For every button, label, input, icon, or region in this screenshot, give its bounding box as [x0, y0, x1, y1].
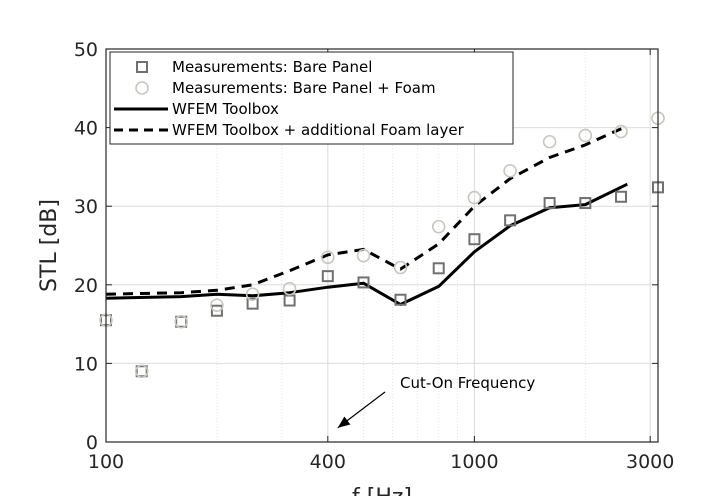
bare-panel-marker: [615, 190, 628, 203]
bare-panel-marker: [246, 297, 259, 310]
bare-panel-marker: [579, 197, 592, 210]
bare-panel-foam-marker: [245, 287, 260, 302]
bare-panel-marker: [321, 270, 334, 283]
bare-panel-foam-marker: [210, 298, 224, 313]
y-axis-label: STL [dB]: [37, 199, 62, 292]
bare-panel-foam-marker: [356, 248, 371, 263]
tick-layer: 100 400 1000 3000 0 10 20 30 40 50: [74, 39, 675, 473]
x-tick-label: 400: [310, 451, 346, 473]
bare-panel-marker: [543, 197, 556, 210]
annotation-layer: Cut-On Frequency: [337, 374, 535, 429]
cut-on-frequency-arrowhead: [337, 416, 351, 428]
bare-panel-foam-marker: [578, 128, 593, 143]
bare-panel-foam-marker: [503, 164, 517, 178]
legend-label: WFEM Toolbox: [172, 100, 279, 118]
legend-entry-bare-panel: Measurements: Bare Panel: [136, 58, 372, 76]
x-axis-label: f [Hz]: [352, 485, 412, 496]
legend-box: [109, 51, 514, 145]
wfem-line: [105, 182, 628, 306]
bare-panel-foam-marker: [134, 364, 149, 379]
y-tick-label: 0: [86, 432, 98, 454]
legend-square-marker: [136, 61, 148, 73]
bare-panel-marker: [135, 365, 148, 378]
legend-entry-wfem-foam: WFEM Toolbox + additional Foam layer: [114, 121, 465, 139]
bare-panel-foam-marker: [431, 219, 446, 234]
bare-panel-marker: [210, 304, 223, 317]
bare-panel-foam-marker: [174, 314, 189, 329]
y-tick-label: 40: [74, 118, 98, 140]
x-tick-label: 1000: [450, 451, 498, 473]
legend-entry-bare-panel-foam: Measurements: Bare Panel + Foam: [135, 79, 436, 97]
legend-circle-marker: [135, 81, 149, 95]
y-tick-label: 10: [74, 353, 98, 375]
y-tick-label: 30: [74, 196, 98, 218]
bare-panel-foam-marker: [542, 134, 557, 149]
x-tick-label: 100: [88, 451, 124, 473]
legend: Measurements: Bare Panel Measurements: B…: [109, 51, 514, 145]
y-tick-label: 20: [74, 275, 98, 297]
bare-panel-foam-marker: [393, 260, 408, 275]
bare-panel-marker: [394, 293, 407, 306]
legend-label: WFEM Toolbox + additional Foam layer: [172, 121, 465, 139]
y-tick-label: 50: [74, 39, 98, 61]
bare-panel-foam-marker: [467, 190, 482, 205]
axes-box: [105, 48, 659, 443]
legend-label: Measurements: Bare Panel: [172, 58, 372, 76]
bare-panel-marker: [504, 214, 517, 227]
bare-panel-foam-marker: [614, 124, 628, 139]
x-tick-label: 3000: [626, 451, 674, 473]
legend-label: Measurements: Bare Panel + Foam: [172, 79, 436, 97]
cut-on-frequency-annotation: Cut-On Frequency: [400, 374, 535, 392]
bare-panel-marker: [357, 276, 370, 289]
bare-panel-foam-marker: [321, 250, 335, 265]
bare-panel-foam-marker: [282, 281, 297, 296]
bare-panel-marker: [468, 233, 481, 246]
bare-panel-marker: [432, 262, 445, 275]
bare-panel-marker: [175, 315, 188, 328]
legend-entry-wfem: WFEM Toolbox: [114, 100, 279, 118]
